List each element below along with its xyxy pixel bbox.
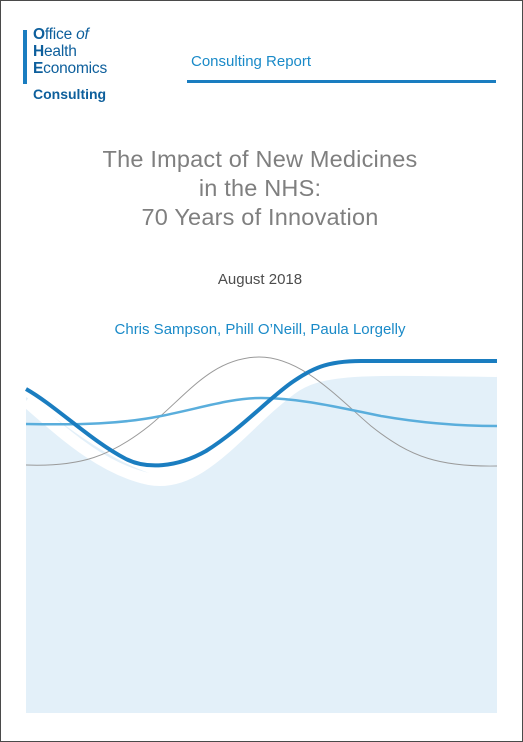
- report-authors: Chris Sampson, Phill O’Neill, Paula Lorg…: [114, 321, 406, 338]
- wave-thick-blue-line: [25, 358, 497, 468]
- title-line-1: The Impact of New Medicines: [102, 146, 418, 172]
- report-date: August 2018: [217, 271, 303, 288]
- title-line-3: 70 Years of Innovation: [141, 204, 379, 230]
- logo-text-of: of: [76, 26, 89, 43]
- logo-text-ealth: ealth: [44, 43, 77, 60]
- ohe-consulting-logo: Office of Health Economics Consulting: [23, 26, 133, 108]
- wave-thin-grey-line: [25, 356, 498, 467]
- header-rule: [187, 80, 496, 83]
- logo-line-health: Health: [33, 43, 77, 60]
- title-line-2: in the NHS:: [198, 175, 322, 201]
- wave-medium-blue-line: [25, 396, 498, 428]
- logo-accent-bar: [23, 30, 27, 84]
- logo-consulting: Consulting: [33, 86, 107, 102]
- logo-text-ffice: ffice: [44, 26, 77, 43]
- logo-cap-h: H: [33, 43, 44, 60]
- logo-text-conomics: conomics: [43, 60, 108, 77]
- logo-cap-e: E: [33, 60, 44, 77]
- logo-line-economics: Economics: [33, 60, 107, 77]
- logo-cap-o: O: [33, 26, 45, 43]
- wave-highlight-band: [22, 363, 498, 487]
- logo-line-office-of: Office of: [33, 26, 89, 43]
- wave-area-fill: [26, 373, 497, 713]
- report-type-label: Consulting Report: [191, 53, 312, 70]
- report-title: The Impact of New Medicines in the NHS: …: [21, 145, 499, 232]
